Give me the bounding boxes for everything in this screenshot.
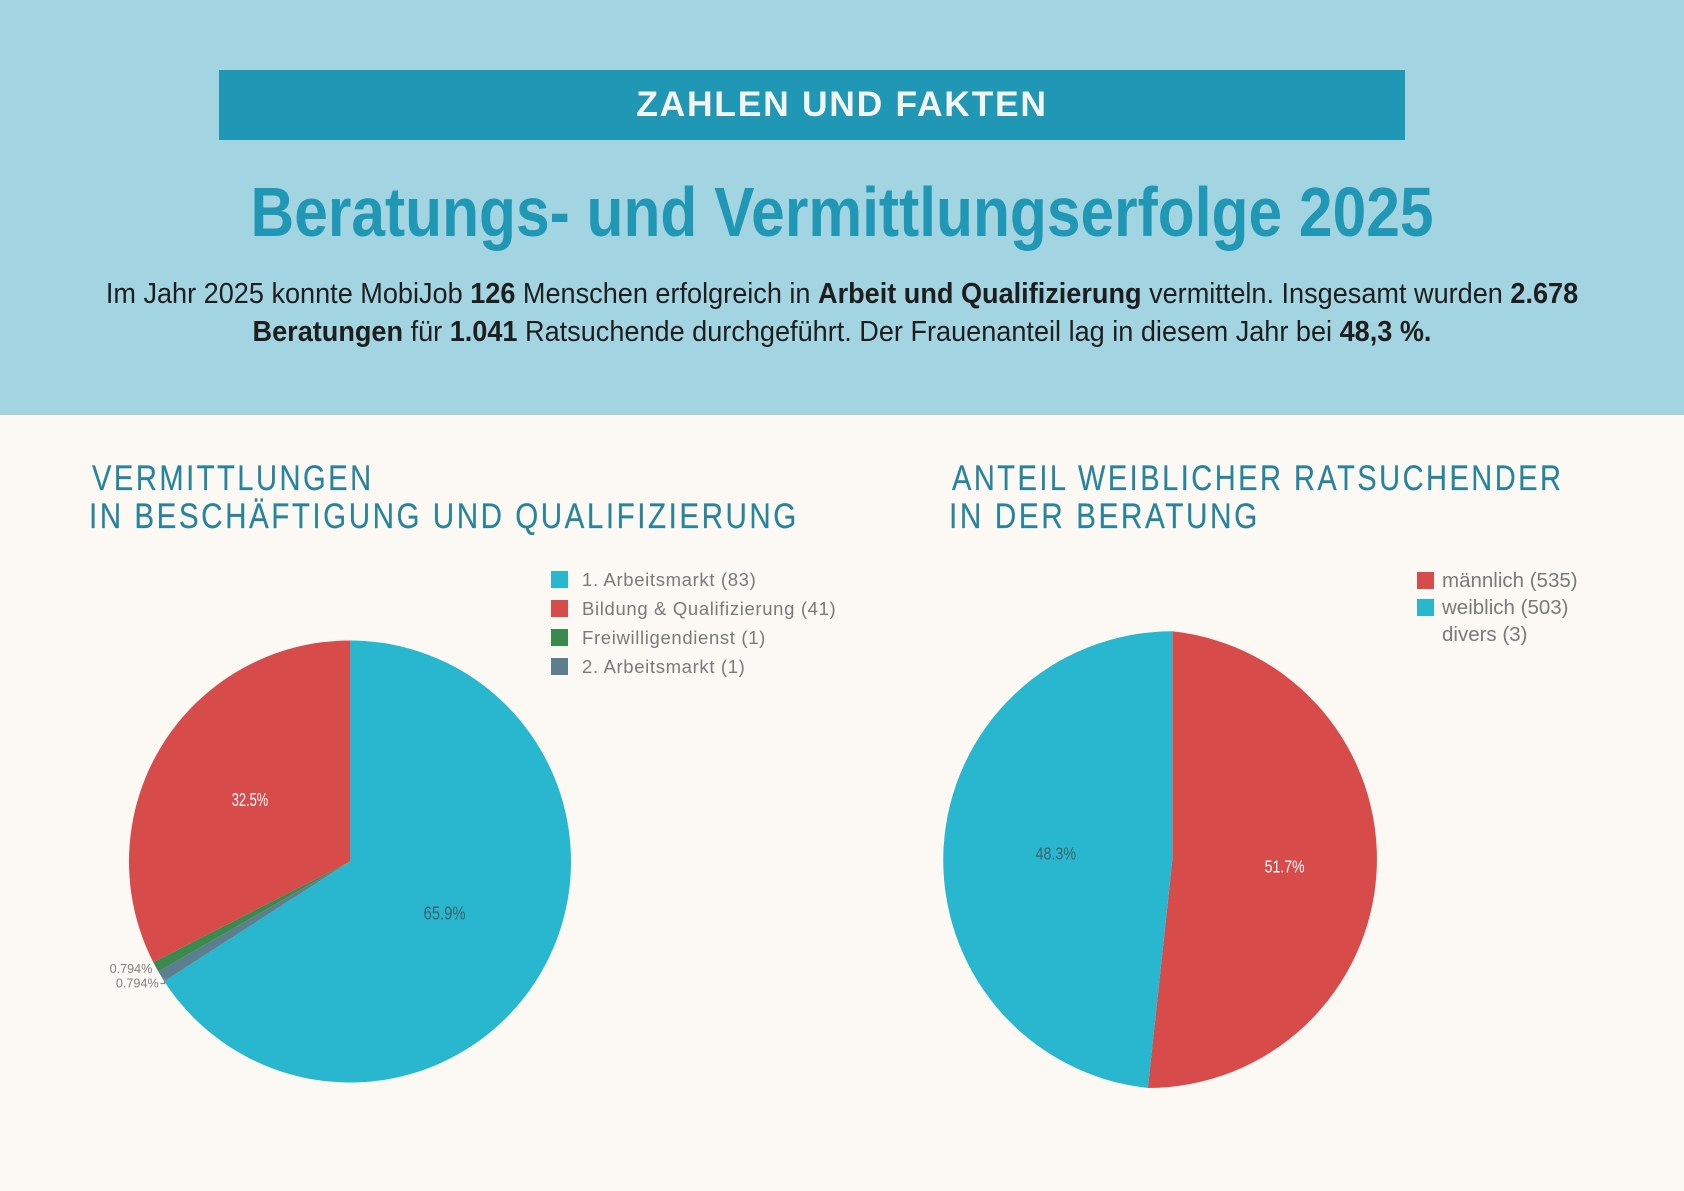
svg-text:0.794%: 0.794% <box>110 962 153 976</box>
svg-text:51.7%: 51.7% <box>1265 857 1305 877</box>
svg-text:65.9%: 65.9% <box>424 903 466 924</box>
svg-text:0.794%: 0.794% <box>116 977 159 991</box>
svg-text:48.3%: 48.3% <box>1036 844 1077 864</box>
svg-text:32.5%: 32.5% <box>232 789 269 810</box>
